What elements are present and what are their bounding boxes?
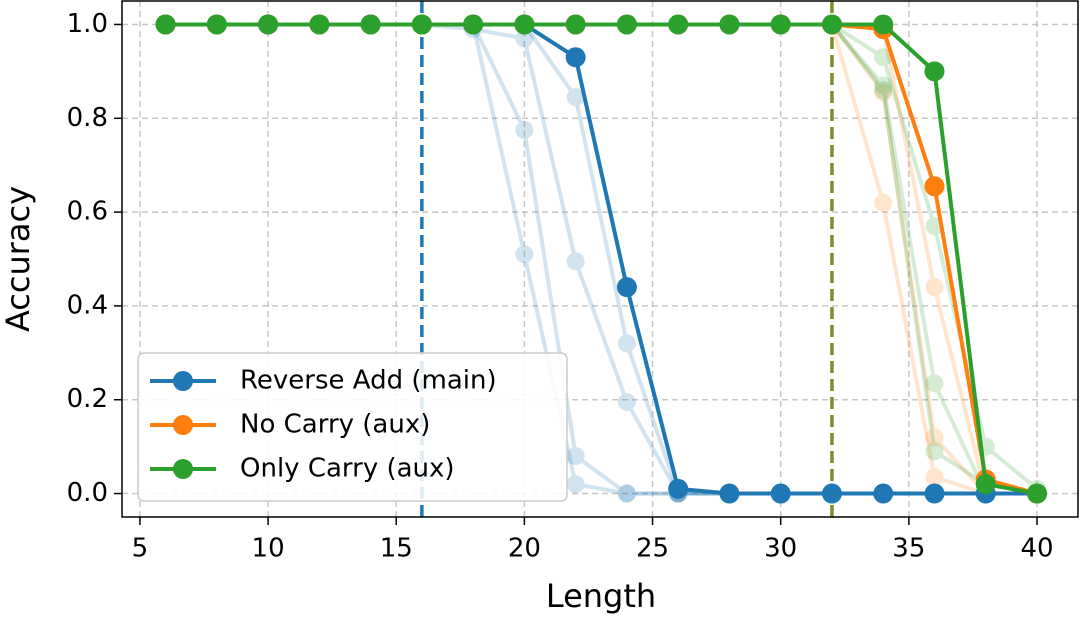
marker	[515, 121, 534, 139]
legend-label: Reverse Add (main)	[240, 366, 497, 396]
marker	[566, 252, 585, 271]
marker	[925, 442, 944, 461]
marker	[925, 278, 944, 297]
marker	[821, 483, 842, 504]
marker	[821, 14, 842, 35]
marker	[565, 47, 586, 68]
marker	[719, 483, 740, 504]
y-tick-label: 0.6	[67, 197, 108, 227]
marker	[514, 14, 535, 35]
marker	[668, 14, 689, 35]
legend-box	[137, 352, 568, 502]
legend-marker	[173, 459, 193, 479]
marker	[566, 475, 585, 494]
y-tick-label: 0.2	[67, 384, 108, 414]
x-tick-label: 20	[508, 534, 541, 564]
marker	[360, 14, 381, 35]
marker	[975, 474, 996, 495]
marker	[617, 484, 636, 503]
marker	[873, 483, 894, 504]
x-axis-label: Length	[546, 577, 656, 615]
marker	[874, 81, 893, 100]
marker	[770, 483, 791, 504]
x-tick-label: 25	[636, 534, 669, 564]
marker	[566, 88, 585, 107]
marker	[668, 478, 689, 499]
x-tick-label: 35	[892, 534, 925, 564]
marker	[616, 277, 637, 298]
marker	[617, 334, 636, 353]
marker	[874, 83, 893, 102]
marker	[874, 48, 893, 67]
marker	[925, 468, 944, 487]
y-tick-label: 0.8	[67, 103, 108, 133]
legend-marker	[173, 371, 193, 391]
legend-marker	[173, 415, 193, 435]
marker	[924, 61, 945, 82]
marker	[924, 483, 945, 504]
marker	[874, 193, 893, 212]
marker	[924, 176, 945, 197]
x-tick-label: 15	[380, 534, 413, 564]
marker	[515, 245, 534, 264]
y-tick-label: 0.0	[67, 478, 108, 508]
marker	[206, 14, 227, 35]
marker	[411, 14, 432, 35]
marker	[155, 14, 176, 35]
marker	[873, 14, 894, 35]
plot-frame	[121, 0, 1079, 518]
legend-label: Only Carry (aux)	[240, 454, 455, 484]
marker	[515, 29, 534, 48]
marker	[565, 14, 586, 35]
x-tick-label: 5	[132, 534, 149, 564]
marker	[616, 14, 637, 35]
x-tick-label: 40	[1020, 534, 1053, 564]
marker	[617, 393, 636, 412]
series	[155, 14, 1047, 504]
marker	[463, 14, 484, 35]
marker	[258, 14, 279, 35]
marker	[874, 76, 893, 95]
marker	[925, 428, 944, 447]
marker	[617, 484, 636, 503]
y-axis-label: Accuracy	[0, 186, 37, 332]
marker	[770, 14, 791, 35]
x-tick-label: 10	[252, 534, 285, 564]
marker	[925, 374, 944, 393]
y-tick-label: 0.4	[67, 290, 108, 320]
marker	[309, 14, 330, 35]
marker	[566, 447, 585, 466]
marker	[719, 14, 740, 35]
marker	[1026, 483, 1047, 504]
x-tick-label: 30	[764, 534, 797, 564]
legend-label: No Carry (aux)	[240, 410, 430, 440]
y-tick-label: 1.0	[67, 9, 108, 39]
